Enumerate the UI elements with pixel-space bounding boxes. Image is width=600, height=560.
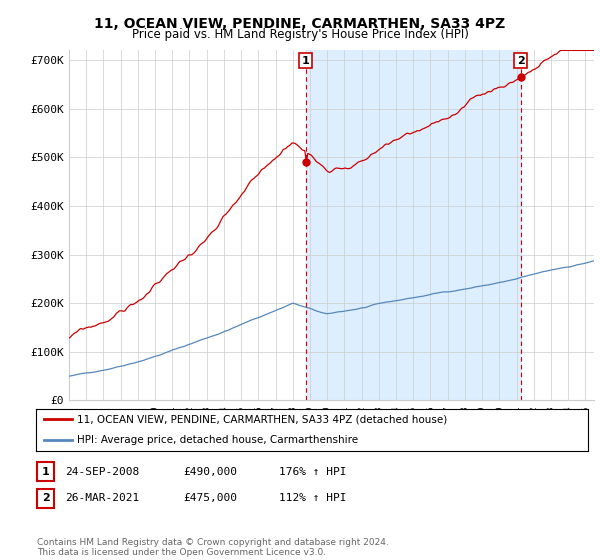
Text: £475,000: £475,000 [183,493,237,503]
Text: 176% ↑ HPI: 176% ↑ HPI [279,466,347,477]
Text: 2: 2 [517,55,525,66]
Text: 1: 1 [42,466,49,477]
Text: 2: 2 [42,493,49,503]
Text: 112% ↑ HPI: 112% ↑ HPI [279,493,347,503]
Text: 11, OCEAN VIEW, PENDINE, CARMARTHEN, SA33 4PZ (detached house): 11, OCEAN VIEW, PENDINE, CARMARTHEN, SA3… [77,414,448,424]
Text: Price paid vs. HM Land Registry's House Price Index (HPI): Price paid vs. HM Land Registry's House … [131,28,469,41]
Text: HPI: Average price, detached house, Carmarthenshire: HPI: Average price, detached house, Carm… [77,435,359,445]
Text: 11, OCEAN VIEW, PENDINE, CARMARTHEN, SA33 4PZ: 11, OCEAN VIEW, PENDINE, CARMARTHEN, SA3… [94,17,506,31]
Text: Contains HM Land Registry data © Crown copyright and database right 2024.
This d: Contains HM Land Registry data © Crown c… [37,538,389,557]
Bar [305,50,521,400]
Text: 26-MAR-2021: 26-MAR-2021 [65,493,139,503]
Text: 1: 1 [302,55,310,66]
Text: 24-SEP-2008: 24-SEP-2008 [65,466,139,477]
Text: £490,000: £490,000 [183,466,237,477]
